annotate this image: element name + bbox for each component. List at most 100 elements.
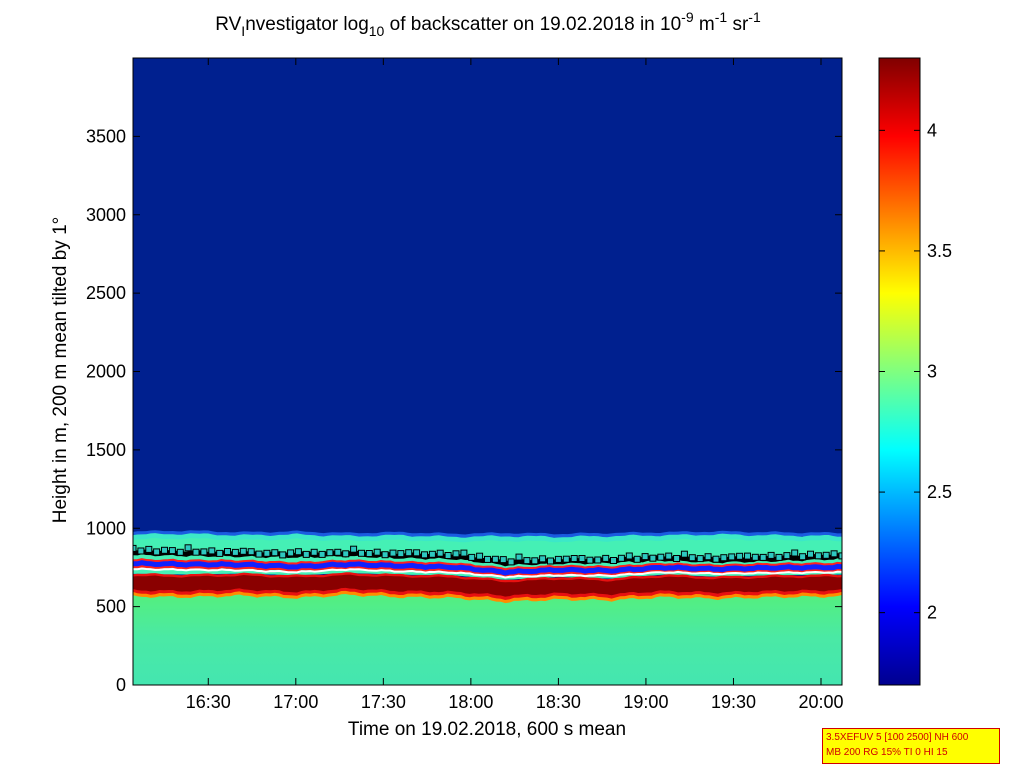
upper-layer-marker xyxy=(814,552,822,560)
plot-area xyxy=(133,58,842,685)
upper-layer-marker xyxy=(365,550,373,557)
upper-layer-marker xyxy=(531,557,539,565)
upper-layer-marker xyxy=(397,550,405,558)
upper-layer-marker xyxy=(712,555,720,563)
upper-layer-marker xyxy=(326,549,334,557)
upper-layer-marker xyxy=(381,551,389,559)
settings-infobox: 3.5XEFUV 5 [100 2500] NH 600 MB 200 RG 1… xyxy=(822,728,1000,764)
upper-layer-marker xyxy=(554,555,562,563)
upper-layer-marker xyxy=(460,549,468,557)
upper-layer-marker xyxy=(468,553,476,561)
colorbar-tick-label: 4 xyxy=(927,120,937,140)
x-tick-label: 19:30 xyxy=(711,692,756,712)
upper-layer-marker xyxy=(562,555,570,563)
upper-layer-marker xyxy=(791,549,799,557)
upper-layer-marker xyxy=(594,556,602,564)
upper-layer-marker xyxy=(759,553,767,561)
y-tick-label: 3000 xyxy=(86,205,126,225)
x-axis-label: Time on 19.02.2018, 600 s mean xyxy=(348,719,626,740)
upper-layer-marker xyxy=(539,555,547,563)
layer-markers xyxy=(133,544,842,579)
upper-layer-marker xyxy=(302,550,310,558)
upper-layer-marker xyxy=(610,557,617,564)
aerosol-top-transition xyxy=(133,530,842,539)
upper-layer-marker xyxy=(176,548,184,556)
upper-layer-marker xyxy=(838,552,842,560)
upper-layer-marker xyxy=(744,552,751,560)
upper-layer-marker xyxy=(413,549,421,557)
upper-layer-marker xyxy=(728,553,736,561)
y-axis-label: Height in m, 200 m mean tilted by 1° xyxy=(50,217,71,523)
upper-layer-marker xyxy=(231,548,239,556)
infobox-line-2: MB 200 RG 15% TI 0 HI 15 xyxy=(826,747,948,758)
upper-layer-marker xyxy=(428,550,436,558)
upper-layer-marker xyxy=(263,549,271,557)
upper-layer-marker xyxy=(783,552,791,560)
upper-layer-marker xyxy=(192,548,200,556)
upper-layer-marker xyxy=(657,553,665,561)
upper-layer-marker xyxy=(751,553,759,561)
upper-layer-marker xyxy=(436,549,444,557)
upper-layer-marker xyxy=(444,552,452,559)
upper-layer-marker xyxy=(200,548,208,556)
upper-layer-marker xyxy=(720,554,728,562)
upper-layer-marker xyxy=(318,550,326,558)
upper-layer-marker xyxy=(137,547,145,555)
upper-layer-marker xyxy=(452,550,460,558)
colorbar-tick-label: 3.5 xyxy=(927,241,952,261)
y-tick-label: 0 xyxy=(116,675,126,695)
upper-layer-marker xyxy=(507,558,515,566)
upper-layer-marker xyxy=(310,548,318,556)
upper-layer-marker xyxy=(389,549,397,557)
upper-layer-marker xyxy=(696,555,704,563)
upper-layer-marker xyxy=(358,549,365,557)
upper-layer-marker xyxy=(578,555,586,562)
upper-layer-marker xyxy=(133,544,137,552)
upper-layer-marker xyxy=(799,553,807,561)
upper-layer-marker xyxy=(405,549,413,557)
colorbar-tick-label: 3 xyxy=(927,362,937,382)
upper-layer-marker xyxy=(287,549,295,557)
x-tick-label: 16:30 xyxy=(186,692,231,712)
upper-layer-marker xyxy=(673,555,681,562)
y-tick-label: 1500 xyxy=(86,440,126,460)
x-tick-label: 19:00 xyxy=(623,692,668,712)
upper-layer-marker xyxy=(499,556,507,564)
upper-layer-marker xyxy=(586,556,594,564)
upper-layer-marker xyxy=(633,555,641,563)
white-layer-line xyxy=(133,567,842,579)
y-tick-label: 500 xyxy=(96,597,126,617)
aerosol-layer-lower xyxy=(133,590,842,685)
upper-layer-marker xyxy=(649,554,657,562)
upper-layer-marker xyxy=(704,553,712,561)
dense-layer-core xyxy=(133,574,842,597)
upper-layer-marker xyxy=(602,554,610,562)
upper-layer-marker xyxy=(775,553,783,561)
upper-layer-marker xyxy=(515,553,523,561)
colorbar-tick-label: 2.5 xyxy=(927,482,952,502)
upper-layer-marker xyxy=(294,548,302,556)
upper-layer-marker xyxy=(208,547,216,555)
upper-layer-marker xyxy=(373,548,381,556)
upper-layer-marker xyxy=(255,550,263,558)
upper-layer-marker xyxy=(342,550,350,558)
upper-layer-marker xyxy=(247,548,255,556)
y-tick-label: 2000 xyxy=(86,362,126,382)
upper-layer-marker xyxy=(279,551,287,559)
upper-layer-marker xyxy=(224,548,231,555)
upper-layer-marker xyxy=(570,555,578,562)
y-tick-label: 2500 xyxy=(86,283,126,303)
upper-layer-marker xyxy=(617,554,625,562)
upper-layer-marker xyxy=(168,547,176,555)
x-tick-label: 20:00 xyxy=(798,692,843,712)
colorbar-tick-label: 2 xyxy=(927,603,937,623)
colorbar-ticks: 2 2.5 3 3.5 4 xyxy=(879,120,952,623)
y-tick-label: 3500 xyxy=(86,126,126,146)
upper-layer-marker xyxy=(680,550,688,558)
upper-layer-marker xyxy=(641,553,649,561)
infobox-line-1: 3.5XEFUV 5 [100 2500] NH 600 xyxy=(826,732,969,743)
upper-layer-marker xyxy=(625,552,633,560)
y-tick-label: 1000 xyxy=(86,518,126,538)
upper-layer-marker xyxy=(688,554,696,562)
